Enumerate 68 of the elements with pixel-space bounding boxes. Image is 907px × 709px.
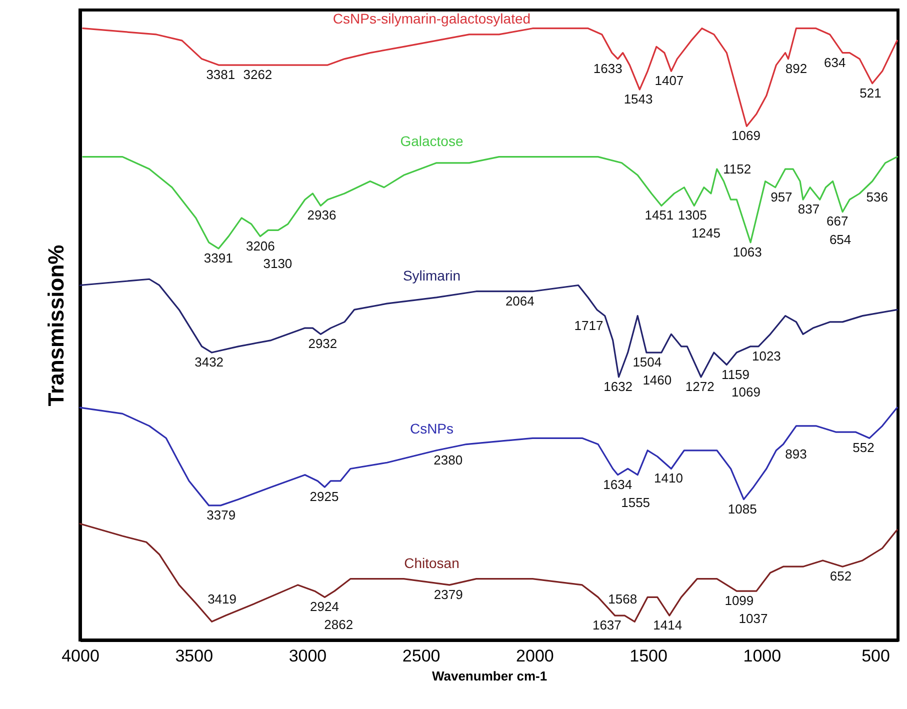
series-label: CsNPs-silymarin-galactosylated [332,10,531,27]
annotation: 1634 [603,476,632,492]
annotation: 1637 [592,618,622,633]
series-label: Chitosan [404,554,460,571]
annotation: 1543 [624,92,653,107]
annotation: 1632 [604,378,633,394]
annotation: 2064 [505,293,534,308]
annotation: 3419 [208,592,236,607]
annotation: 1063 [732,244,762,260]
annotation: 552 [852,440,874,456]
annotation: 892 [785,60,808,76]
annotation: 1037 [738,611,768,626]
annotation: 1069 [732,384,760,400]
x-tick-label: 1000 [743,646,782,666]
annotation: 1085 [728,501,757,516]
x-axis-title: Wavenumber cm-1 [432,668,548,684]
annotation: 1245 [692,225,720,240]
annotation: 1568 [608,592,638,607]
annotation: 521 [860,85,882,100]
annotation: 1451 [644,208,674,223]
annotation: 1159 [722,366,750,382]
annotation: 3130 [263,256,292,272]
annotation: 1152 [723,162,752,177]
series-label: Galactose [400,132,464,149]
annotation: 1069 [732,128,760,144]
annotation: 3262 [243,67,272,82]
annotation: 3381 [206,67,236,82]
annotation: 3391 [204,250,233,266]
annotation: 1555 [621,494,650,510]
annotation: 2862 [324,617,354,632]
annotation: 1414 [653,618,682,633]
annotation: 1305 [678,208,707,223]
annotation: 634 [824,54,846,70]
annotation: 2924 [310,599,339,614]
annotation: 2380 [434,452,463,468]
annotation: 652 [830,568,852,584]
x-tick-label: 2000 [516,646,554,666]
annotation: 957 [770,189,792,204]
x-tick-label: 1500 [630,646,668,666]
annotation: 837 [798,201,820,216]
y-axis-title: Transmission% [44,244,68,406]
x-tick-label: 3500 [175,646,214,666]
annotation: 3206 [246,238,275,254]
annotation: 536 [866,189,888,204]
annotation: 1023 [752,348,781,364]
annotation: 1633 [593,60,622,76]
annotation: 1717 [574,318,604,333]
annotation: 654 [829,232,852,247]
annotation: 2925 [310,489,339,504]
x-tick-label: 3000 [288,646,327,666]
annotation: 1407 [654,73,684,88]
annotation: 893 [785,446,807,462]
x-tick-label: 2500 [402,646,440,666]
annotation: 1504 [632,354,662,370]
annotation: 3379 [206,507,236,522]
annotation: 1099 [724,593,754,608]
x-tick-label: 500 [862,646,890,666]
series-label: Sylimarin [402,267,461,284]
annotation: 1410 [654,470,683,486]
annotation: 2932 [308,336,338,352]
annotation: 2379 [434,586,463,602]
series-label: CsNPs [410,420,454,436]
x-tick-label: 4000 [62,646,100,666]
annotation: 2936 [307,208,336,223]
annotation: 1460 [642,372,672,388]
annotation: 3432 [194,354,224,370]
annotation: 1272 [685,378,714,394]
annotation: 667 [826,214,848,229]
